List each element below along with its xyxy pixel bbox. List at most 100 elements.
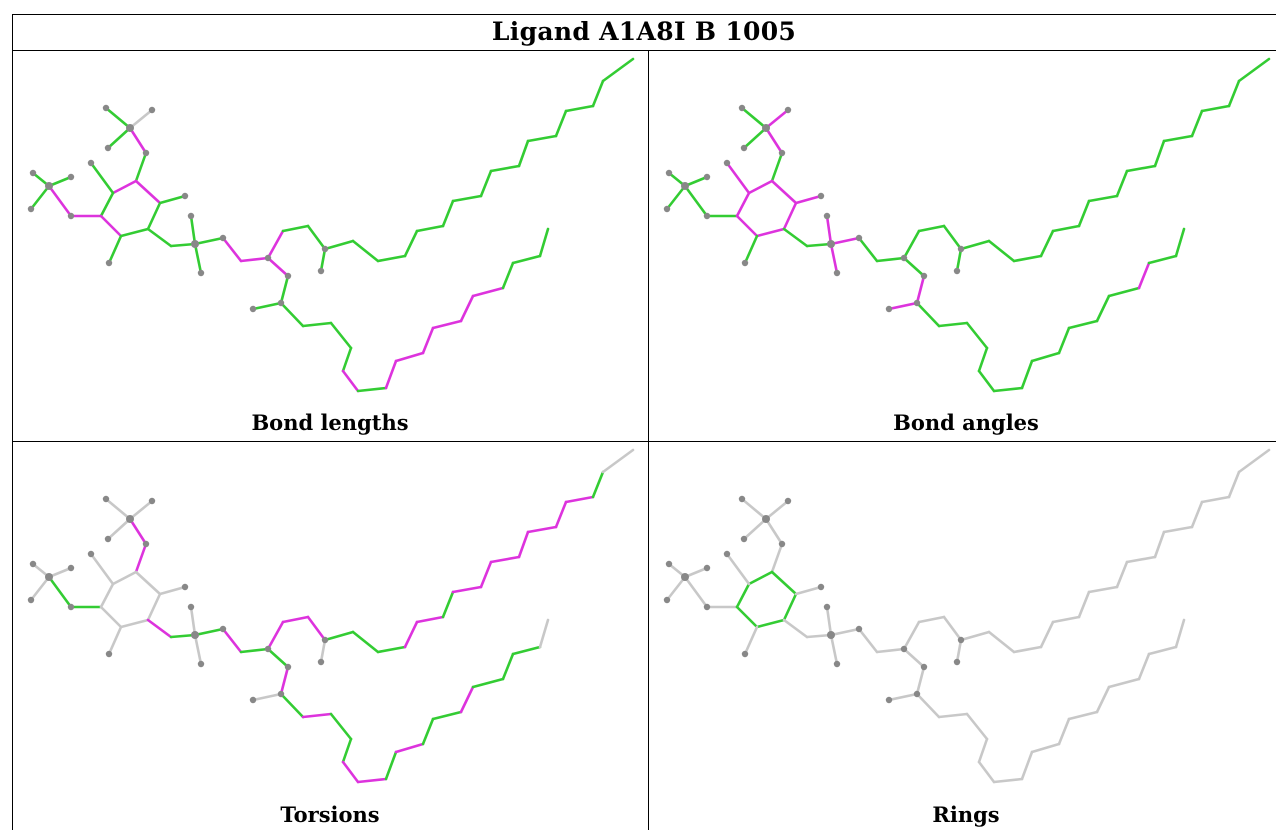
atom-c3	[855, 234, 863, 242]
atom-o1	[142, 149, 150, 157]
bond-r1-r2	[747, 179, 774, 195]
bond-r6-r1	[134, 570, 162, 596]
bond-c5-c6	[266, 229, 285, 260]
bond-r2-h1	[725, 161, 751, 195]
bond-u11-u12	[1190, 500, 1204, 529]
bond-r2-h1	[89, 161, 115, 195]
bond-n16-n17	[1174, 227, 1186, 258]
bond-u9-u10	[1153, 139, 1166, 168]
atom-c5	[900, 645, 908, 653]
bond-n5-n6	[977, 346, 989, 373]
bond-u12-u13	[1200, 495, 1231, 504]
bond-r4-h3	[107, 234, 123, 265]
bond-u7-u8	[1115, 169, 1129, 198]
bond-c1-c2	[169, 633, 197, 639]
bond-u14-u15	[1237, 448, 1271, 474]
bond-n12-n13	[459, 294, 475, 323]
bond-c6-c7	[281, 224, 310, 233]
bond-u10-u11	[526, 525, 558, 534]
atom-n2	[913, 690, 921, 698]
bond-u8-u9	[1125, 164, 1157, 173]
atom-m2c2	[663, 205, 671, 213]
bond-n13-n14	[1107, 677, 1141, 689]
bond-c3-c4	[221, 236, 243, 263]
bond-c5-c6	[266, 620, 285, 651]
bond-r3-r4	[99, 605, 123, 629]
atom-m1c	[762, 515, 770, 523]
bond-n4-n5	[329, 712, 353, 741]
bond-n5-n6	[341, 346, 353, 373]
atom-m1a	[738, 104, 746, 112]
panel-rings	[663, 448, 1271, 784]
bond-m1c-m1b	[764, 499, 790, 521]
atom-cq	[191, 631, 199, 639]
bond-u6-u7	[1087, 194, 1119, 203]
atom-n2h	[249, 696, 257, 704]
atom-m1c	[762, 124, 770, 132]
bond-u1-u2	[987, 239, 1016, 263]
bond-m2c-m2c2	[29, 575, 51, 602]
atom-h1	[87, 159, 95, 167]
bond-r1-r2	[111, 179, 138, 195]
bond-n10-n11	[421, 717, 435, 746]
bond-n5-n6	[341, 737, 353, 764]
bond-r6-r1	[770, 570, 798, 596]
atom-n1	[284, 663, 292, 671]
bond-c8-c8h	[955, 247, 963, 273]
atom-m2b	[67, 564, 75, 572]
bond-n7-n8	[992, 386, 1024, 393]
bond-n2-n2h	[887, 301, 919, 311]
atom-m1d	[740, 144, 748, 152]
atom-c8	[321, 636, 329, 644]
bond-m1c-m1a	[740, 497, 768, 521]
bond-u6-u7	[1087, 585, 1119, 594]
bond-u13-u14	[591, 470, 605, 499]
bond-r4-r5	[755, 227, 786, 238]
bond-u7-u8	[479, 560, 493, 589]
bond-r2-r3	[99, 191, 115, 218]
bond-u13-u14	[1227, 79, 1241, 108]
bond-n4-n5	[965, 712, 989, 741]
atom-m1c	[126, 515, 134, 523]
bond-m1c-o1	[764, 517, 784, 546]
bond-m2c-m2c2	[29, 184, 51, 211]
bond-n2-n2h	[251, 301, 283, 311]
atom-cqb	[197, 269, 205, 277]
bond-n2-n3	[279, 301, 305, 328]
bond-m2c-o2	[683, 575, 709, 609]
bond-cq-c3	[829, 236, 861, 246]
atom-o1	[778, 540, 786, 548]
bond-cq-cqa	[189, 605, 197, 637]
atom-m1a	[102, 495, 110, 503]
atom-m2c	[681, 182, 689, 190]
atom-c8	[957, 636, 965, 644]
bond-n9-n10	[394, 351, 425, 363]
bond-n12-n13	[1095, 685, 1111, 714]
atom-h1	[87, 550, 95, 558]
bond-n10-n11	[1057, 326, 1071, 355]
bond-cq-cqb	[829, 633, 839, 666]
bond-n2-n3	[915, 301, 941, 328]
bond-r1-r2	[111, 570, 138, 586]
bond-r4-r5	[119, 227, 150, 238]
bond-cq-cqb	[193, 242, 203, 275]
bond-o1-r1	[770, 151, 784, 183]
bond-u14-u15	[601, 57, 635, 83]
bond-u7-u8	[1115, 560, 1129, 589]
bond-c1-c2	[169, 242, 197, 248]
bond-r6-r1	[770, 179, 798, 205]
bond-m1c-m1a	[104, 497, 132, 521]
bond-c7-c8	[942, 224, 963, 251]
atom-m2a	[665, 169, 673, 177]
bond-c1-c2	[805, 633, 833, 639]
bond-c6-c7	[917, 615, 946, 624]
atom-cqa	[823, 212, 831, 220]
bond-n14-n15	[1137, 261, 1151, 290]
atom-c5	[900, 254, 908, 262]
bond-n16-n17	[1174, 618, 1186, 649]
bond-r5-r6	[146, 592, 162, 622]
bond-r2-r3	[99, 582, 115, 609]
bond-n4-n5	[329, 321, 353, 350]
atom-c8h	[953, 267, 961, 275]
